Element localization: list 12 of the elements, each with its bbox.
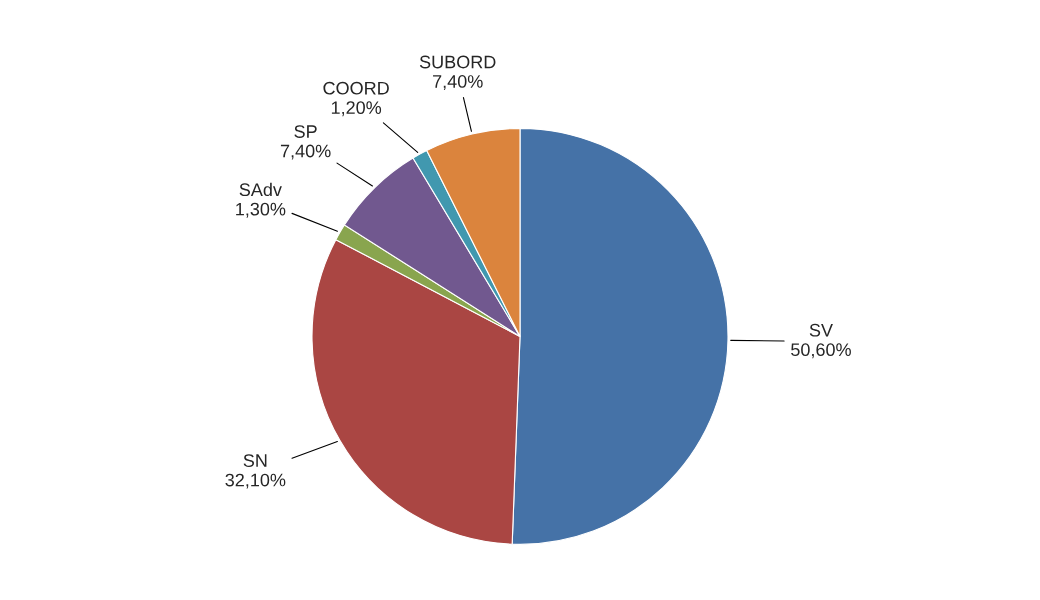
slice-label: SAdv — [239, 182, 282, 197]
data-label: 50,60% — [791, 343, 851, 359]
data-label: 32,10% — [225, 473, 286, 489]
slice-label: COORD — [323, 81, 389, 95]
data-label: 7,40% — [433, 75, 483, 90]
slice-label: SV — [809, 323, 833, 337]
slice-label: SUBORD — [419, 55, 496, 69]
data-label: 1,30% — [236, 202, 286, 218]
data-label: 1,20% — [331, 101, 382, 117]
slice-label: SN — [243, 454, 267, 467]
data-label: 7,40% — [280, 144, 331, 160]
slice-label: SP — [294, 125, 317, 138]
